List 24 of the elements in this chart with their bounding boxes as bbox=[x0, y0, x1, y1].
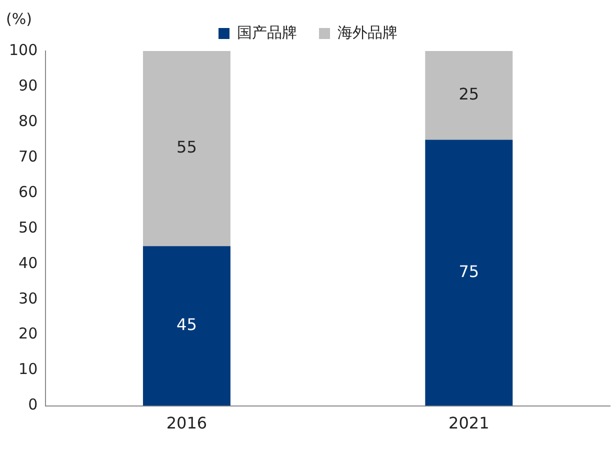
data-label: 75 bbox=[458, 262, 480, 281]
y-tick-label: 80 bbox=[18, 112, 38, 130]
data-label: 55 bbox=[176, 138, 197, 157]
y-tick-label: 40 bbox=[18, 254, 38, 272]
data-label: 25 bbox=[458, 84, 480, 104]
x-tick-label: 2021 bbox=[448, 414, 490, 433]
bar bbox=[425, 140, 513, 406]
y-tick-label: 0 bbox=[28, 396, 38, 414]
bar bbox=[142, 51, 230, 246]
y-tick-label: 70 bbox=[18, 147, 38, 166]
x-tick-label: 2016 bbox=[166, 414, 208, 433]
legend-label: 国产品牌 bbox=[237, 23, 297, 42]
y-tick-label: 100 bbox=[8, 40, 38, 59]
y-tick-label: 60 bbox=[18, 182, 38, 201]
bar bbox=[142, 246, 230, 406]
bar bbox=[425, 51, 513, 140]
y-tick-label: 90 bbox=[18, 76, 38, 94]
y-tick-label: 20 bbox=[18, 324, 38, 343]
y-axis-title: (%) bbox=[6, 10, 32, 28]
y-tick-label: 50 bbox=[18, 218, 38, 236]
data-label: 45 bbox=[176, 315, 197, 334]
legend-label: 海外品牌 bbox=[338, 23, 398, 42]
y-tick-label: 30 bbox=[18, 289, 38, 308]
y-tick-label: 10 bbox=[18, 360, 38, 378]
